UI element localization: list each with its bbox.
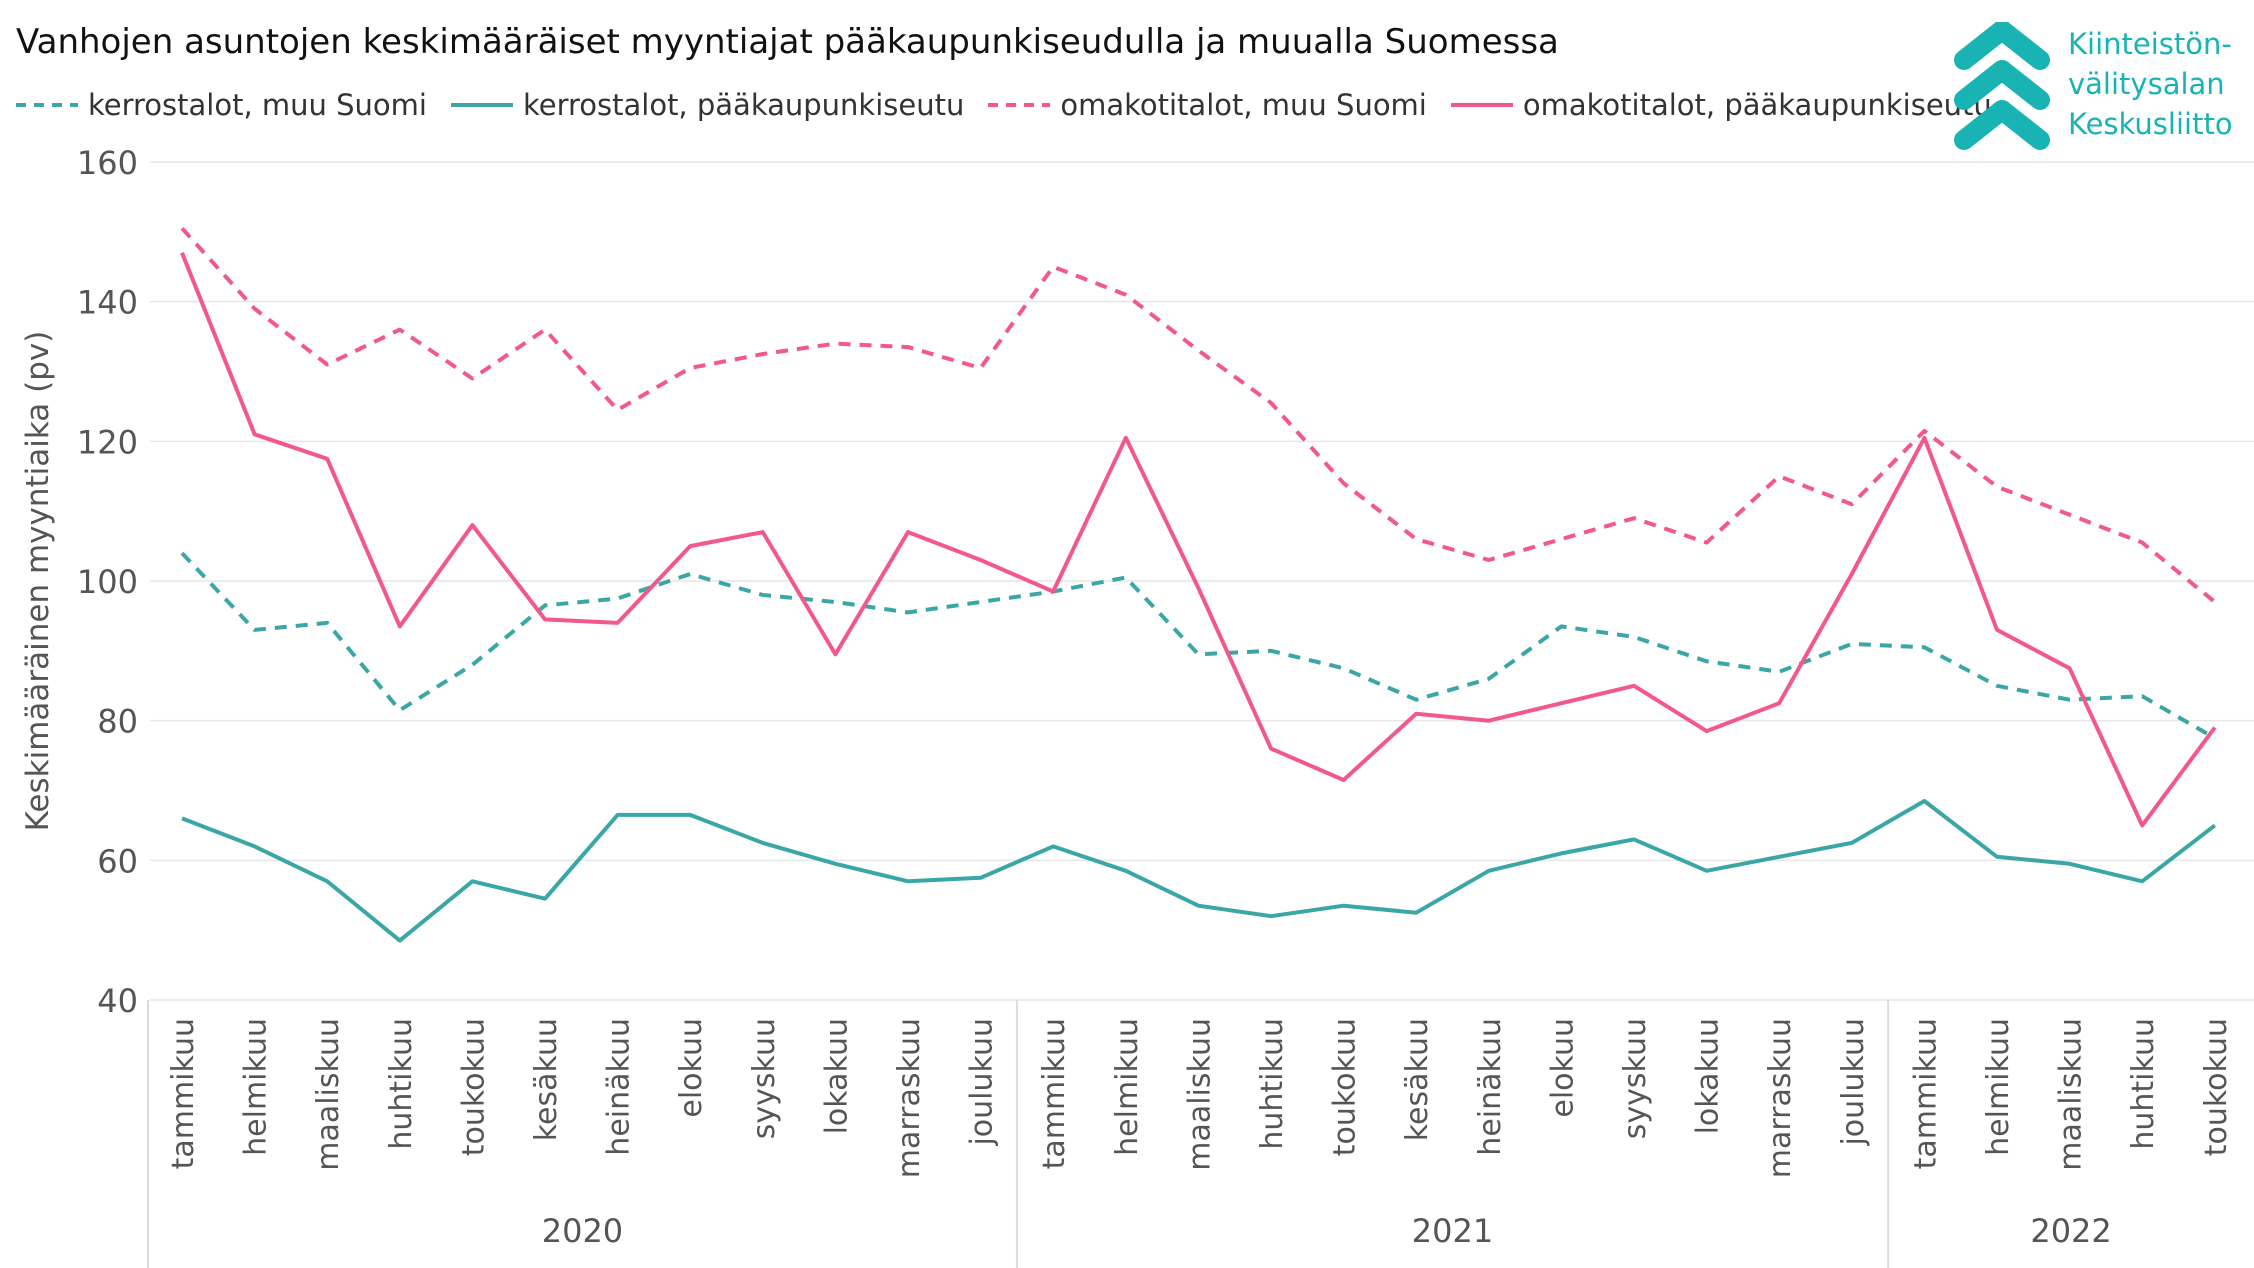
legend-label: omakotitalot, pääkaupunkiseutu xyxy=(1522,88,1992,122)
legend-label: kerrostalot, pääkaupunkiseutu xyxy=(522,88,965,122)
legend-label: kerrostalot, muu Suomi xyxy=(88,88,427,122)
x-tick-label: huhtikuu xyxy=(1255,1018,1290,1150)
x-tick-label: helmikuu xyxy=(239,1018,274,1156)
x-tick-label: toukokuu xyxy=(1328,1018,1363,1156)
y-axis-title: Keskimääräinen myyntiaika (pv) xyxy=(20,331,56,832)
x-tick-label: syyskuu xyxy=(1618,1018,1653,1139)
x-tick-label: toukokuu xyxy=(2199,1018,2234,1156)
x-tick-label: tammikuu xyxy=(1037,1018,1072,1169)
y-tick-label: 80 xyxy=(97,703,138,741)
x-tick-label: lokakuu xyxy=(1691,1018,1726,1134)
legend-label: omakotitalot, muu Suomi xyxy=(1060,88,1427,122)
series-line-2 xyxy=(180,226,2217,604)
legend-swatch xyxy=(1450,103,1513,107)
x-tick-label: maaliskuu xyxy=(311,1018,346,1171)
x-tick-label: syyskuu xyxy=(747,1018,782,1139)
x-tick-label: heinäkuu xyxy=(1473,1018,1508,1156)
x-tick-label: maaliskuu xyxy=(1182,1018,1217,1171)
x-tick-label: marraskuu xyxy=(892,1018,927,1178)
x-tick-label: helmikuu xyxy=(1110,1018,1145,1156)
x-tick-label: elokuu xyxy=(1545,1018,1580,1118)
x-tick-label: kesäkuu xyxy=(529,1018,564,1141)
y-tick-label: 40 xyxy=(97,982,138,1020)
x-tick-label: joulukuu xyxy=(1836,1018,1871,1147)
chevrons-up-icon xyxy=(1954,20,2050,150)
x-tick-label: tammikuu xyxy=(1908,1018,1943,1169)
y-tick-label: 60 xyxy=(97,842,138,880)
logo: Kiinteistön- välitysalan Keskusliitto xyxy=(1950,20,2250,152)
logo-line-3: Keskusliitto xyxy=(2068,107,2233,141)
x-tick-label: maaliskuu xyxy=(2054,1018,2089,1171)
logo-text: Kiinteistön- välitysalan Keskusliitto xyxy=(2068,24,2233,144)
y-tick-label: 100 xyxy=(77,563,138,601)
year-label: 2021 xyxy=(1412,1212,1493,1250)
x-tick-label: huhtikuu xyxy=(384,1018,419,1150)
series-line-1 xyxy=(181,799,2217,943)
logo-line-1: Kiinteistön- xyxy=(2068,27,2232,61)
legend-item: kerrostalot, pääkaupunkiseutu xyxy=(450,88,965,122)
x-tick-label: tammikuu xyxy=(166,1018,201,1169)
legend-item: omakotitalot, pääkaupunkiseutu xyxy=(1450,88,1992,122)
y-tick-label: 140 xyxy=(77,284,138,322)
x-tick-label: kesäkuu xyxy=(1400,1018,1435,1141)
legend-item: kerrostalot, muu Suomi xyxy=(16,88,427,122)
x-tick-label: lokakuu xyxy=(819,1018,854,1134)
y-tick-label: 120 xyxy=(77,423,138,461)
x-tick-label: helmikuu xyxy=(1981,1018,2016,1156)
x-tick-label: toukokuu xyxy=(456,1018,491,1156)
year-label: 2020 xyxy=(542,1212,623,1250)
x-tick-label: heinäkuu xyxy=(602,1018,637,1156)
x-tick-label: huhtikuu xyxy=(2126,1018,2161,1150)
x-tick-label: marraskuu xyxy=(1763,1018,1798,1178)
series-line-3 xyxy=(180,252,2217,828)
y-tick-label: 160 xyxy=(77,144,138,182)
x-tick-label: joulukuu xyxy=(965,1018,1000,1147)
legend-item: omakotitalot, muu Suomi xyxy=(988,88,1427,122)
x-tick-label: elokuu xyxy=(674,1018,709,1118)
year-label: 2022 xyxy=(2030,1212,2111,1250)
logo-line-2: välitysalan xyxy=(2068,67,2225,101)
legend-swatch xyxy=(450,103,513,107)
legend: kerrostalot, muu Suomi kerrostalot, pääka… xyxy=(16,88,2016,122)
chart-title: Vanhojen asuntojen keskimääräiset myynti… xyxy=(16,22,1559,62)
